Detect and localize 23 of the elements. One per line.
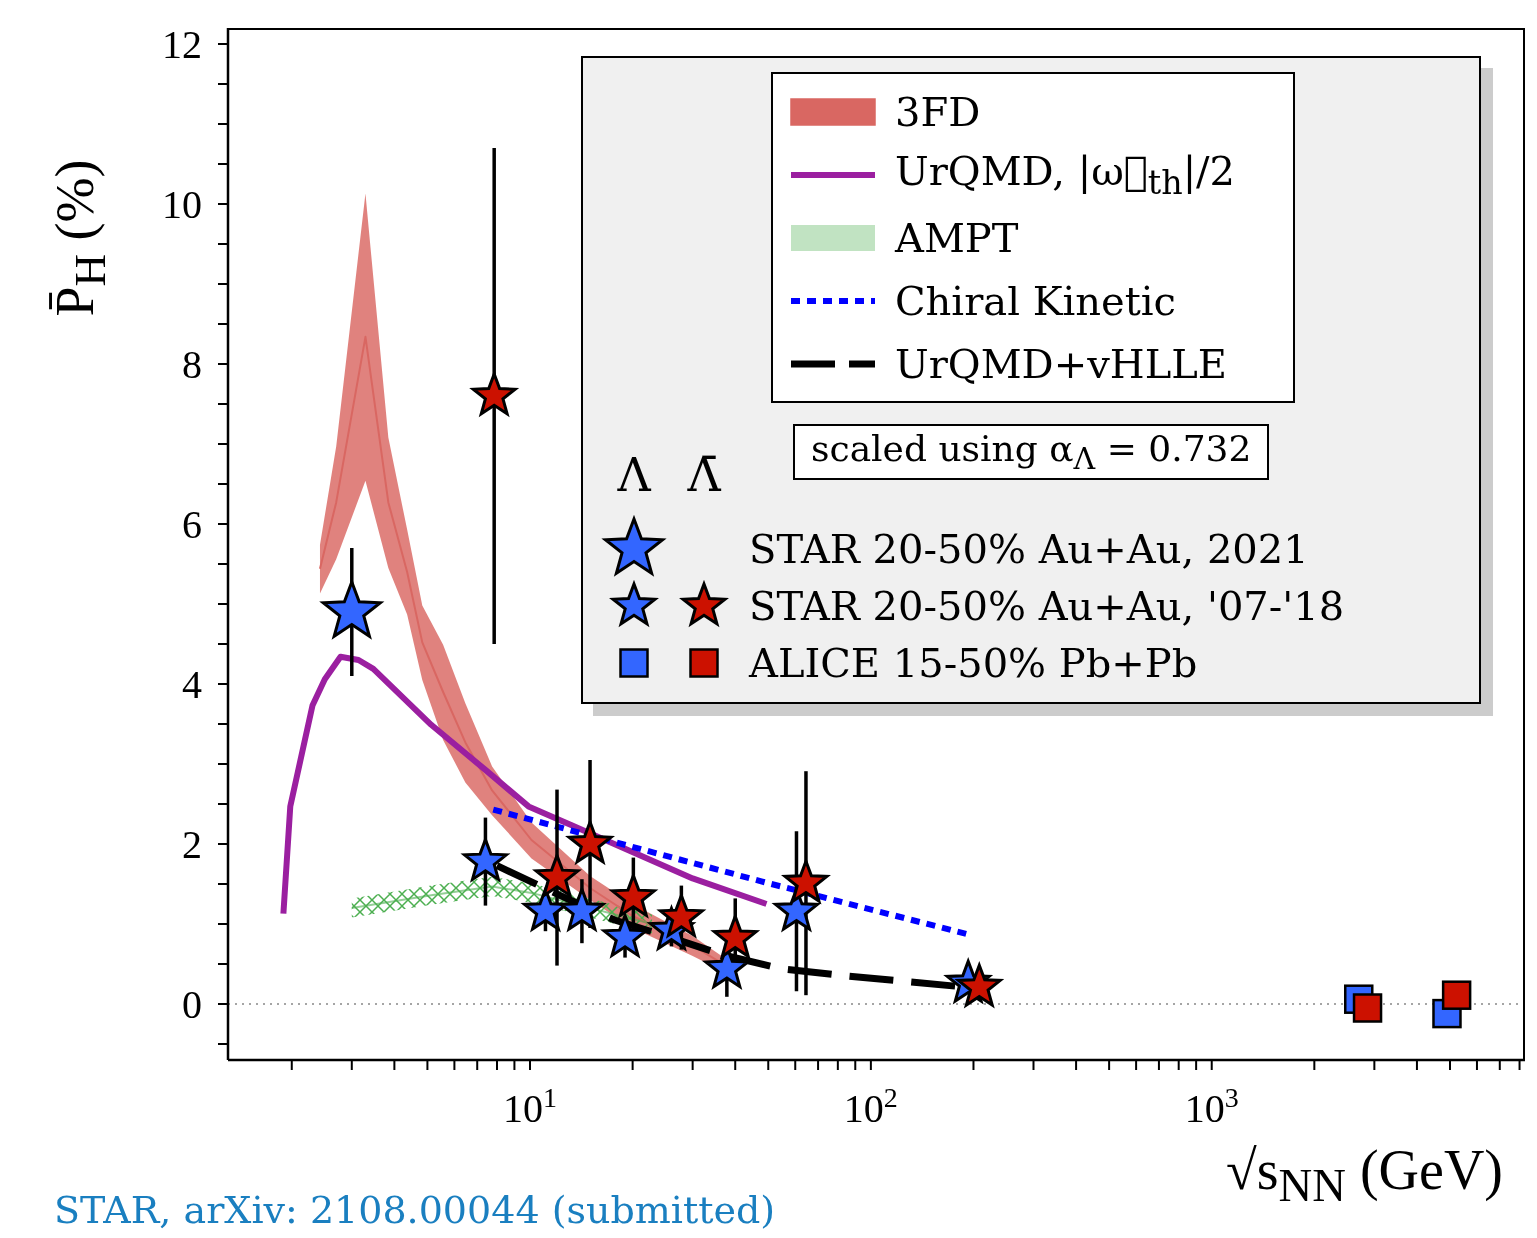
x-tick-label: 10$^{2}$: [843, 1081, 898, 1131]
legend-label: AMPT: [895, 214, 1019, 261]
y-tick-label: 4: [182, 662, 202, 707]
annotation: scaled using α$_{Λ}$ = 0.732: [793, 424, 1270, 481]
legend-label: STAR 20-50% Au+Au, 2021: [749, 525, 1309, 572]
legend-label: Chiral Kinetic: [895, 277, 1177, 324]
annotation: Λ: [616, 448, 653, 502]
y-tick-label: 12: [162, 22, 202, 67]
y-tick-label: 0: [182, 982, 202, 1027]
y-tick-label: 8: [182, 342, 202, 387]
legend-label: UrQMD+vHLLE: [895, 340, 1227, 387]
x-axis-title: √s$_{NN}$ (GeV): [1226, 1138, 1503, 1213]
legend-label: UrQMD, |ω⃗$_{th}$|/2: [895, 147, 1236, 202]
legend-label: 3FD: [895, 88, 981, 135]
y-tick-label: 10: [162, 182, 202, 227]
text: STAR, arXiv: 2108.00044 (submitted): [54, 1188, 776, 1232]
y-tick-label: 2: [182, 822, 202, 867]
legend-label: ALICE 15-50% Pb+Pb: [749, 639, 1198, 686]
x-tick-label: 10$^{1}$: [503, 1081, 558, 1131]
annotation: Λ̄: [686, 448, 723, 502]
y-tick-label: 6: [182, 502, 202, 547]
x-tick-label: 10$^{3}$: [1184, 1081, 1239, 1131]
legend-label: STAR 20-50% Au+Au, '07-'18: [749, 582, 1345, 629]
